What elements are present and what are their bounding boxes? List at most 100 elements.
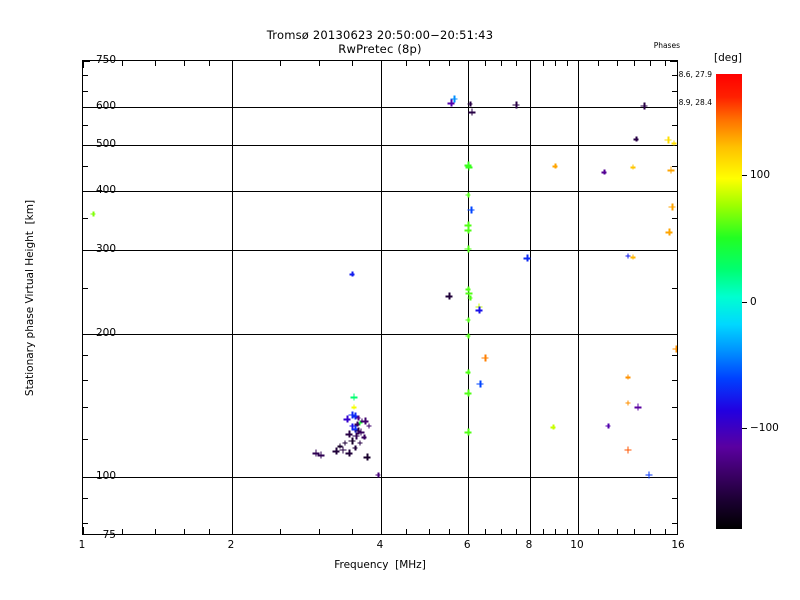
colorbar-tick-label: 100 <box>750 169 770 181</box>
x-axis-minor-tick <box>122 529 123 534</box>
data-point <box>666 229 673 236</box>
data-point <box>466 370 471 375</box>
y-axis-minor-tick <box>672 355 677 356</box>
colorbar: 100 0 −100 <box>716 74 742 529</box>
colorbar-tick-label: −100 <box>750 422 779 434</box>
x-axis-tick-label: 10 <box>570 539 583 551</box>
colorbar-tick <box>742 302 747 303</box>
y-axis-minor-tick <box>83 355 88 356</box>
data-point <box>641 102 648 109</box>
x-axis-tick-label: 8 <box>526 539 533 551</box>
data-point <box>602 170 607 175</box>
y-axis-tick <box>83 191 90 192</box>
data-point <box>667 167 674 174</box>
colorbar-tick <box>742 428 747 429</box>
data-point <box>465 227 472 234</box>
y-axis-minor-tick <box>83 218 88 219</box>
data-point <box>467 295 472 300</box>
colorbar-tick-label: 0 <box>750 296 757 308</box>
y-axis-minor-tick <box>672 523 677 524</box>
data-point <box>630 255 635 260</box>
y-axis-tick-label: 750 <box>96 54 116 66</box>
y-axis-minor-tick <box>83 125 88 126</box>
gridline-vertical <box>578 61 579 534</box>
x-axis-minor-tick <box>665 529 666 534</box>
x-axis-minor-tick <box>567 61 568 66</box>
x-axis-minor-tick <box>555 529 556 534</box>
x-axis-minor-tick <box>598 61 599 66</box>
x-axis-minor-tick <box>543 529 544 534</box>
data-point <box>465 429 472 436</box>
y-axis-tick <box>670 191 677 192</box>
data-point <box>91 211 96 216</box>
data-point <box>476 307 483 314</box>
y-axis-minor-tick <box>83 166 88 167</box>
y-axis-minor-tick <box>83 380 88 381</box>
x-axis-minor-tick <box>598 529 599 534</box>
x-axis-minor-tick <box>501 529 502 534</box>
y-axis-tick <box>83 61 90 62</box>
y-axis-tick-label: 300 <box>96 243 116 255</box>
y-axis-minor-tick <box>83 407 88 408</box>
data-point <box>550 425 555 430</box>
x-axis-minor-tick <box>184 61 185 66</box>
y-axis-tick <box>670 107 677 108</box>
x-axis-minor-tick <box>122 61 123 66</box>
x-axis-minor-tick <box>665 61 666 66</box>
data-point <box>446 293 453 300</box>
x-axis-minor-tick <box>184 529 185 534</box>
data-point <box>451 95 458 102</box>
y-axis-minor-tick <box>83 75 88 76</box>
colorbar-gradient <box>716 74 742 529</box>
data-point <box>466 333 471 338</box>
data-point <box>467 101 472 106</box>
x-axis-label: Frequency [MHz] <box>334 559 426 571</box>
x-axis-tick <box>578 527 579 534</box>
y-axis-minor-tick <box>672 380 677 381</box>
y-axis-tick <box>670 334 677 335</box>
x-axis-tick <box>530 61 531 68</box>
y-axis-minor-tick <box>672 439 677 440</box>
x-axis-tick <box>381 61 382 68</box>
x-axis-minor-tick <box>406 529 407 534</box>
data-point <box>625 400 630 405</box>
x-axis-minor-tick <box>209 61 210 66</box>
y-axis-minor-tick <box>672 75 677 76</box>
y-axis-minor-tick <box>83 91 88 92</box>
data-point <box>553 164 558 169</box>
x-axis-minor-tick <box>634 61 635 66</box>
x-axis-tick-label: 4 <box>377 539 384 551</box>
x-axis-minor-tick <box>617 529 618 534</box>
x-axis-minor-tick <box>429 529 430 534</box>
y-axis-tick <box>83 477 90 478</box>
x-axis-tick <box>232 527 233 534</box>
gridline-vertical <box>530 61 531 534</box>
x-axis-tick <box>468 527 469 534</box>
x-axis-minor-tick <box>485 61 486 66</box>
data-point <box>673 345 677 352</box>
x-axis-minor-tick <box>617 61 618 66</box>
y-axis-tick-label: 75 <box>103 529 116 541</box>
data-point <box>465 390 472 397</box>
x-axis-minor-tick <box>155 529 156 534</box>
x-axis-tick-label: 6 <box>464 539 471 551</box>
y-axis-tick-label: 200 <box>96 327 116 339</box>
colorbar-unit-label: [deg] <box>714 52 742 64</box>
y-axis-tick-label: 400 <box>96 184 116 196</box>
x-axis-minor-tick <box>516 529 517 534</box>
data-point <box>671 141 676 146</box>
data-point <box>353 445 358 450</box>
gridline-horizontal <box>83 334 677 335</box>
data-point <box>468 109 475 116</box>
x-axis-minor-tick <box>650 61 651 66</box>
data-point <box>342 440 347 445</box>
y-axis-minor-tick <box>672 498 677 499</box>
data-point <box>634 404 641 411</box>
y-axis-minor-tick <box>83 498 88 499</box>
phase-stats-heading: Phases <box>620 41 712 51</box>
y-axis-minor-tick <box>83 288 88 289</box>
data-point <box>350 272 355 277</box>
data-point <box>349 437 356 444</box>
x-axis-minor-tick <box>319 61 320 66</box>
y-axis-tick <box>670 250 677 251</box>
